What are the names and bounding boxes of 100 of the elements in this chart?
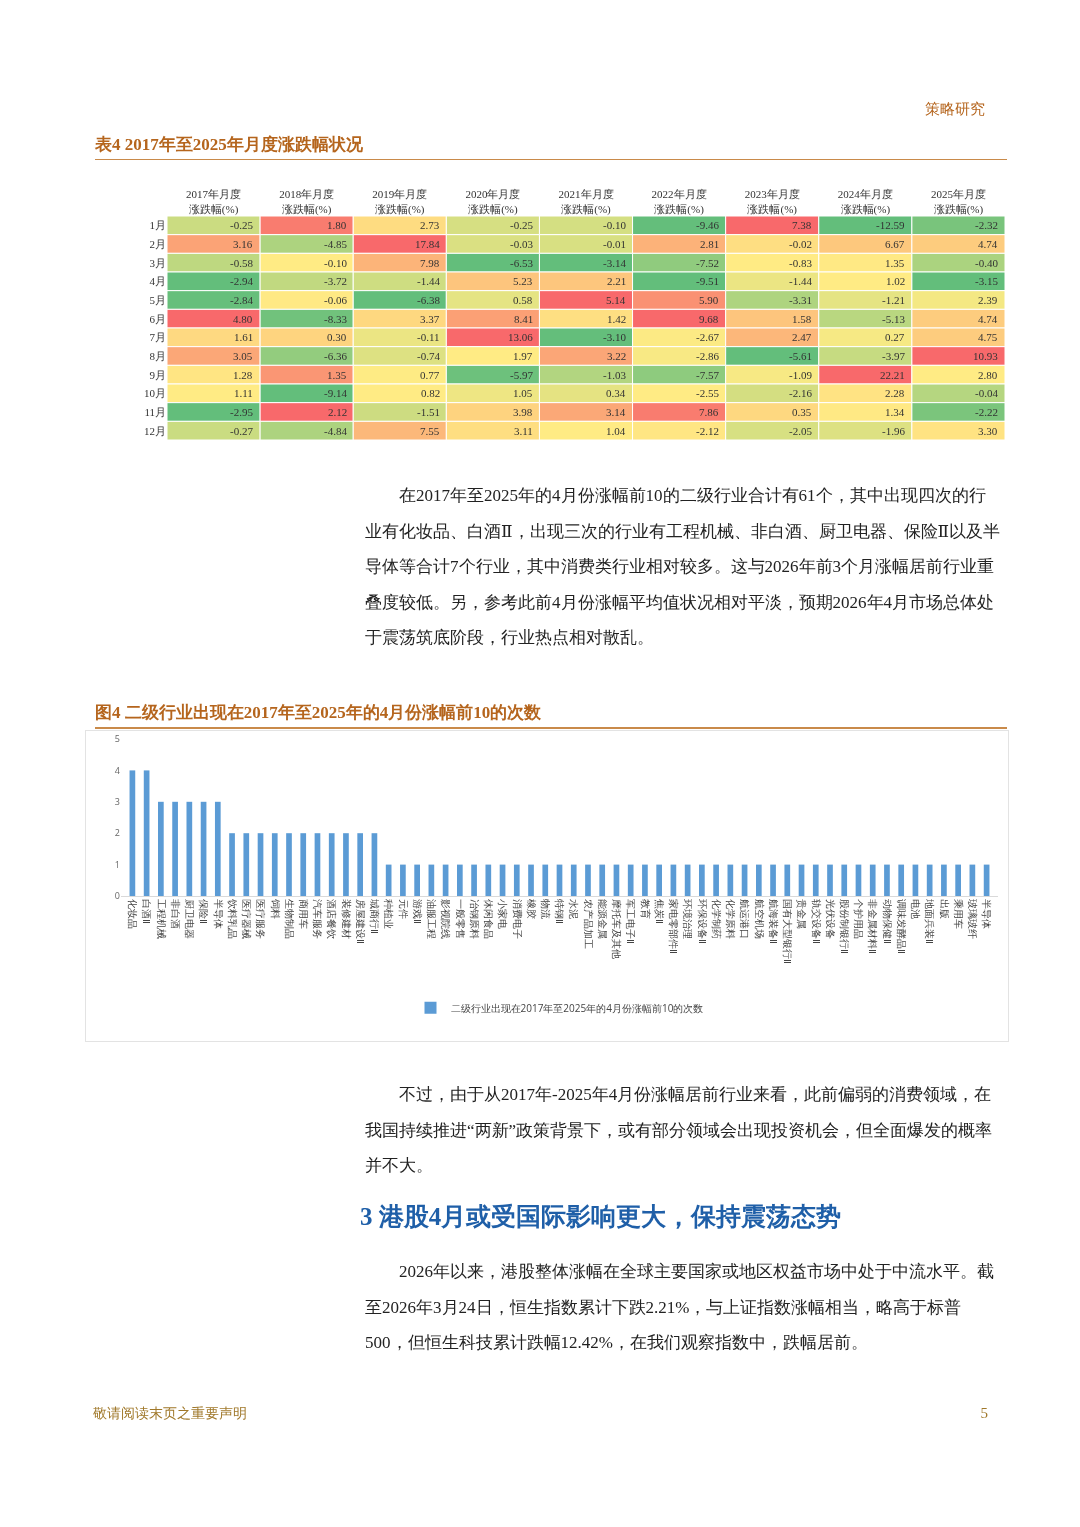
x-tick-label: 种植业 (382, 899, 397, 929)
bar (414, 864, 420, 896)
data-label: -3.14 (603, 257, 627, 269)
bar (271, 833, 278, 896)
x-tick-label: 化学制药 (709, 899, 724, 939)
data-label: 2.28 (885, 387, 905, 399)
data-label: 1.28 (233, 369, 253, 381)
bar (528, 864, 534, 896)
data-label: -4.84 (324, 425, 348, 437)
bar (898, 864, 905, 896)
data-label: -2.32 (975, 219, 998, 231)
x-tick-label: 物流 (539, 899, 554, 919)
x-tick-label: 商用车 (296, 899, 311, 929)
y-tick-label: 2月 (149, 237, 166, 250)
x-tick-label: 游戏Ⅱ (410, 899, 425, 924)
data-label: -3.10 (603, 331, 627, 343)
data-label: -3.72 (324, 275, 347, 287)
chart-title: 图4 二级行业出现在2017年至2025年的4月份涨幅前10的次数 (95, 701, 1007, 729)
x-tick-label: 电池 (909, 899, 924, 919)
data-label: 4.75 (978, 331, 998, 343)
bar (755, 864, 762, 896)
data-label: -6.36 (324, 350, 348, 362)
data-label: 6.67 (885, 238, 905, 250)
data-label: 1.02 (886, 275, 906, 287)
x-tick-label: 水泥 (567, 899, 582, 919)
data-label: -0.83 (789, 257, 813, 269)
bar (955, 864, 961, 896)
data-label: 7.55 (420, 425, 440, 437)
data-label: -7.52 (696, 257, 719, 269)
x-tick-label: 家电零部件Ⅱ (667, 899, 682, 954)
data-label: -3.97 (882, 350, 906, 362)
x-tick-label: 城商行Ⅱ (368, 898, 383, 934)
data-label: 2.47 (792, 331, 812, 343)
x-tick-label: 休闲食品 (482, 899, 497, 939)
data-label: -0.02 (789, 238, 812, 250)
bar (172, 801, 178, 896)
data-label: 0.35 (792, 406, 812, 418)
data-label: -0.74 (417, 350, 441, 362)
x-tick-label: 动物保健Ⅱ (880, 899, 895, 944)
x-tick-label: 酒店餐饮 (325, 899, 340, 939)
data-label: -2.67 (696, 331, 720, 343)
bar (328, 833, 335, 896)
x-tick-label: 教育 (638, 899, 653, 919)
x-tick-label: 冶钢原料 (467, 899, 482, 939)
text: 2026年以来，港股整体涨幅在全球主要国家或地区权益市场中处于中流水平。截至2026年3月24日，恒生指数累计下跌2.21%，与上证指数涨幅相当，略高于标普500，但恒生科技累计跌幅12.42%，在我们观察指数中，跌幅居前。 (365, 1261, 995, 1354)
data-label: 0.77 (420, 369, 440, 381)
data-label: 3.30 (978, 425, 998, 437)
x-tick-label: 橡胶 (524, 899, 539, 919)
y-tick-label: 3 (114, 794, 120, 808)
text: 策略研究 (925, 100, 985, 119)
y-tick-label: 11月 (144, 405, 166, 418)
x-tick-label: 2018年月度涨跌幅(%) (279, 188, 335, 216)
data-label: 13.06 (508, 331, 534, 343)
data-label: -1.51 (417, 406, 440, 418)
x-tick-label: 航运港口 (738, 899, 753, 939)
y-tick-label: 5 (114, 732, 120, 746)
data-label: 3.98 (513, 406, 533, 418)
data-label: 2.12 (328, 406, 348, 418)
x-tick-label: 环境治理 (681, 899, 696, 939)
data-label: 8.41 (514, 313, 534, 325)
data-label: 2.73 (420, 219, 440, 231)
data-label: -0.01 (603, 238, 626, 250)
x-tick-label: 2020年月度涨跌幅(%) (465, 188, 521, 216)
y-tick-label: 3月 (149, 256, 166, 269)
x-tick-label: 房屋建设Ⅱ (353, 899, 368, 944)
y-tick-label: 4月 (149, 275, 166, 288)
data-label: 4.74 (978, 313, 998, 325)
data-label: 1.80 (327, 219, 347, 231)
x-tick-label: 2019年月度涨跌幅(%) (372, 188, 428, 216)
bar (884, 864, 890, 896)
data-label: 1.05 (513, 387, 533, 399)
data-label: -9.51 (696, 275, 719, 287)
bar (699, 864, 705, 896)
data-label: 1.04 (606, 425, 626, 437)
x-tick-label: 能源金属 (595, 899, 610, 939)
data-label: -6.38 (417, 294, 441, 306)
data-label: -9.46 (696, 219, 720, 231)
legend-label: 二级行业出现在2017年至2025年的4月份涨幅前10的次数 (450, 1000, 704, 1015)
y-tick-label: 12月 (144, 424, 166, 437)
bar (229, 833, 235, 896)
data-label: 17.84 (415, 238, 441, 250)
x-tick-label: 乘用车 (951, 899, 966, 929)
data-label: -0.11 (417, 331, 440, 343)
bar (570, 864, 577, 896)
text: 5 (980, 1405, 988, 1422)
x-tick-label: 影视院线 (439, 899, 454, 939)
data-label: -2.05 (789, 425, 813, 437)
data-label: 3.22 (607, 350, 627, 362)
data-label: -2.12 (696, 425, 719, 437)
data-label: 4.80 (233, 313, 253, 325)
x-tick-label: 2025年月度涨跌幅(%) (930, 188, 986, 216)
bar (869, 864, 876, 896)
y-tick-label: 7月 (149, 331, 166, 344)
data-label: -2.16 (789, 387, 813, 399)
x-tick-label: 贵金属 (795, 899, 810, 929)
data-label: 0.58 (513, 294, 533, 306)
data-label: 22.21 (880, 369, 905, 381)
data-label: 3.05 (233, 350, 253, 362)
data-label: 3.11 (514, 425, 533, 437)
bar (485, 864, 492, 896)
